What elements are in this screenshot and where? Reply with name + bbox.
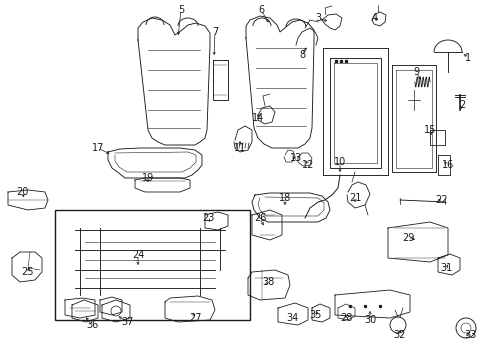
Text: 26: 26 [253, 213, 265, 223]
Text: 23: 23 [202, 213, 214, 223]
Text: 37: 37 [122, 317, 134, 327]
Text: 14: 14 [251, 113, 264, 123]
Text: 2: 2 [458, 100, 464, 110]
Bar [55, 210, 249, 320]
Text: 31: 31 [439, 263, 451, 273]
Text: 36: 36 [86, 320, 98, 330]
Text: 6: 6 [257, 5, 264, 15]
Text: 13: 13 [289, 153, 302, 163]
Text: 15: 15 [423, 125, 435, 135]
Text: 16: 16 [441, 160, 453, 170]
Text: 30: 30 [363, 315, 375, 325]
Text: 27: 27 [188, 313, 201, 323]
Text: 17: 17 [92, 143, 104, 153]
Text: 22: 22 [435, 195, 447, 205]
Text: 28: 28 [339, 313, 351, 323]
Text: 34: 34 [285, 313, 298, 323]
Text: 9: 9 [412, 67, 418, 77]
Text: 20: 20 [16, 187, 28, 197]
Text: 21: 21 [348, 193, 361, 203]
Text: 35: 35 [308, 310, 321, 320]
Text: 11: 11 [233, 143, 245, 153]
Text: 10: 10 [333, 157, 346, 167]
Text: 38: 38 [262, 277, 274, 287]
Text: 18: 18 [278, 193, 290, 203]
Text: 3: 3 [314, 13, 321, 23]
Text: 8: 8 [298, 50, 305, 60]
Text: 12: 12 [301, 160, 314, 170]
Text: 5: 5 [178, 5, 184, 15]
Text: 7: 7 [211, 27, 218, 37]
Text: 24: 24 [132, 250, 144, 260]
Text: 1: 1 [464, 53, 470, 63]
Text: 19: 19 [142, 173, 154, 183]
Text: 4: 4 [371, 13, 377, 23]
Text: 32: 32 [393, 330, 406, 340]
Text: 25: 25 [21, 267, 34, 277]
Text: 33: 33 [463, 330, 475, 340]
Text: 29: 29 [401, 233, 413, 243]
